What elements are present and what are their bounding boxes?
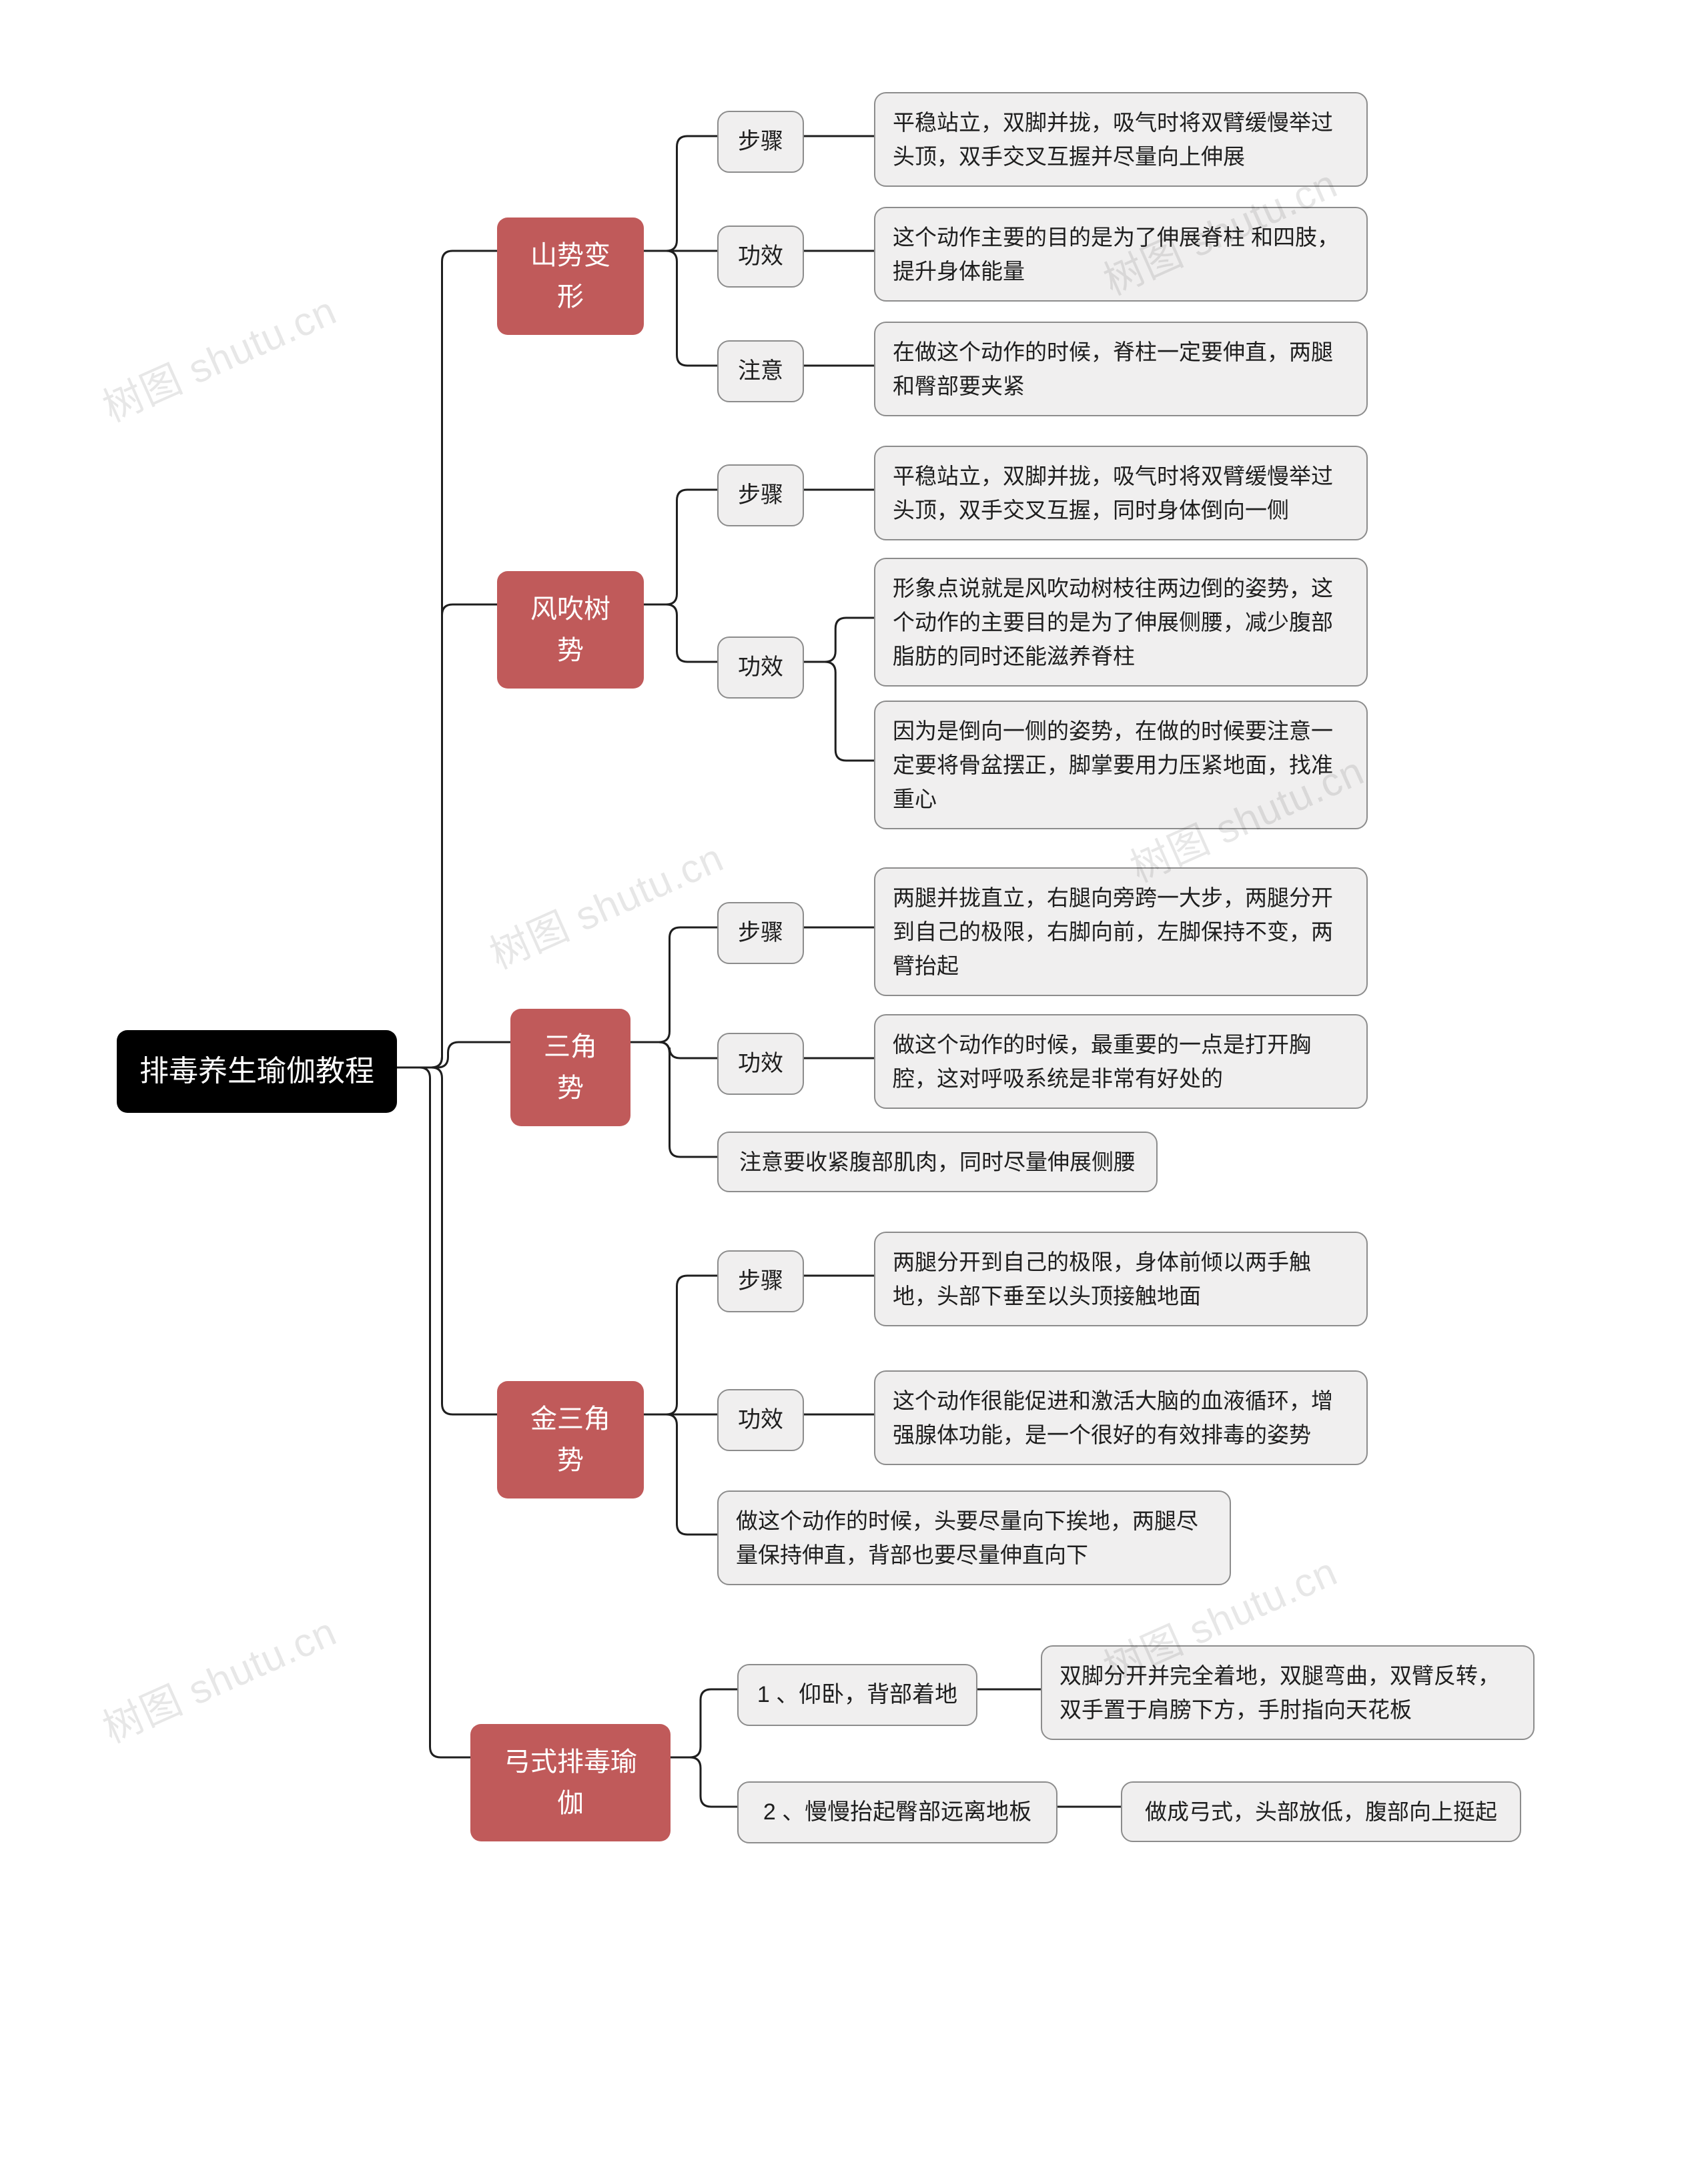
branch-b1: 山势变形 <box>497 218 644 335</box>
leaf-b4c3: 做这个动作的时候，头要尽量向下挨地，两腿尽量保持伸直，背部也要尽量伸直向下 <box>717 1490 1231 1585</box>
leaf-b2c1-d: 平稳站立，双脚并拢，吸气时将双臂缓慢举过头顶，双手交叉互握，同时身体倒向一侧 <box>874 446 1368 540</box>
node-b2c2: 功效 <box>717 636 804 699</box>
mindmap-canvas: 排毒养生瑜伽教程山势变形步骤平稳站立，双脚并拢，吸气时将双臂缓慢举过头顶，双手交… <box>0 0 1708 2157</box>
leaf-b2c2-d0: 形象点说就是风吹动树枝往两边倒的姿势，这个动作的主要目的是为了伸展侧腰，减少腹部… <box>874 558 1368 687</box>
leaf-b5c1-d: 双脚分开并完全着地，双腿弯曲，双臂反转，双手置于肩膀下方，手肘指向天花板 <box>1041 1645 1535 1740</box>
leaf-b3c3: 注意要收紧腹部肌肉，同时尽量伸展侧腰 <box>717 1132 1158 1192</box>
watermark: 树图 shutu.cn <box>92 279 344 434</box>
branch-b5: 弓式排毒瑜伽 <box>470 1724 671 1841</box>
watermark: 树图 shutu.cn <box>92 1600 344 1755</box>
node-b3c1: 步骤 <box>717 902 804 964</box>
node-b5c1: 1 、仰卧，背部着地 <box>737 1664 977 1726</box>
branch-b3: 三角势 <box>510 1009 630 1126</box>
node-b3c2: 功效 <box>717 1033 804 1095</box>
leaf-b4c1-d: 两腿分开到自己的极限，身体前倾以两手触地，头部下垂至以头顶接触地面 <box>874 1232 1368 1326</box>
node-b4c2: 功效 <box>717 1389 804 1451</box>
leaf-b2c2-d1: 因为是倒向一侧的姿势，在做的时候要注意一定要将骨盆摆正，脚掌要用力压紧地面，找准… <box>874 701 1368 829</box>
leaf-b1c3-d: 在做这个动作的时候，脊柱一定要伸直，两腿和臀部要夹紧 <box>874 322 1368 416</box>
node-b1c2: 功效 <box>717 226 804 288</box>
node-b1c3: 注意 <box>717 340 804 402</box>
leaf-b1c2-d: 这个动作主要的目的是为了伸展脊柱 和四肢，提升身体能量 <box>874 207 1368 302</box>
node-b5c2: 2 、慢慢抬起臀部远离地板 <box>737 1781 1057 1843</box>
root-node: 排毒养生瑜伽教程 <box>117 1030 397 1113</box>
leaf-b1c1-d: 平稳站立，双脚并拢，吸气时将双臂缓慢举过头顶，双手交叉互握并尽量向上伸展 <box>874 92 1368 187</box>
leaf-b3c2-d: 做这个动作的时候，最重要的一点是打开胸腔，这对呼吸系统是非常有好处的 <box>874 1014 1368 1109</box>
watermark: 树图 shutu.cn <box>479 826 731 981</box>
branch-b2: 风吹树势 <box>497 571 644 689</box>
leaf-b4c2-d: 这个动作很能促进和激活大脑的血液循环，增强腺体功能，是一个很好的有效排毒的姿势 <box>874 1370 1368 1465</box>
leaf-b3c1-d: 两腿并拢直立，右腿向旁跨一大步，两腿分开到自己的极限，右脚向前，左脚保持不变，两… <box>874 867 1368 996</box>
leaf-b5c2-d: 做成弓式，头部放低，腹部向上挺起 <box>1121 1781 1521 1842</box>
node-b1c1: 步骤 <box>717 111 804 173</box>
branch-b4: 金三角势 <box>497 1381 644 1498</box>
node-b4c1: 步骤 <box>717 1250 804 1312</box>
node-b2c1: 步骤 <box>717 464 804 526</box>
